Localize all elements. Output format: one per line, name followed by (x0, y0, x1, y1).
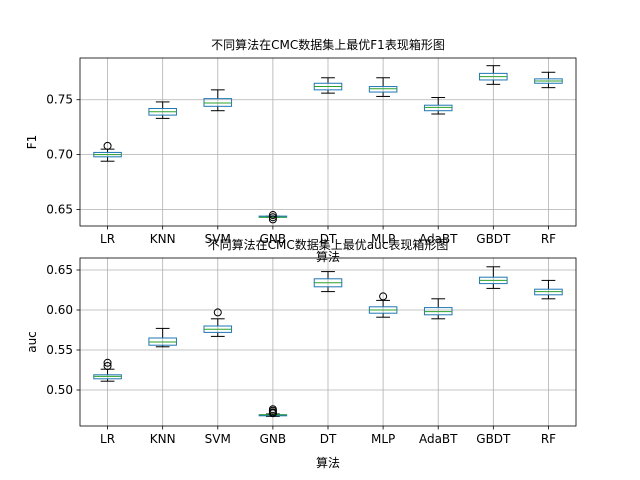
f1-box-knn (148, 101, 177, 119)
f1-x-axis-label: 算法 (316, 249, 340, 264)
auc-y-tick-label: 0.65 (46, 263, 73, 277)
auc-box-gnb (258, 405, 288, 418)
auc-flier-point (103, 358, 112, 367)
auc-box-knn (148, 327, 177, 348)
auc-flier-point (213, 308, 222, 317)
f1-box-gnb (258, 211, 288, 224)
auc-x-tick-label: DT (320, 432, 337, 446)
auc-boxplot-chart: LR KNN SVM GNB DT MLP AdaBT GBDT RF 0.50 0.55 0.60 0… (25, 237, 577, 470)
auc-flier-point (379, 292, 388, 301)
f1-box-gbdt (479, 65, 508, 85)
auc-x-tick-label: RF (541, 432, 556, 446)
f1-flier-point (268, 215, 277, 224)
auc-chart-title: 不同算法在CMC数据集上最优auc表现箱形图 (208, 237, 449, 252)
f1-y-tick-label: 0.75 (46, 93, 73, 107)
auc-box-lr (93, 358, 122, 382)
auc-box-rf (534, 279, 563, 300)
auc-x-axis-label: 算法 (316, 455, 340, 470)
f1-box-dt (313, 77, 343, 94)
auc-boxes (93, 266, 563, 418)
f1-x-tick-label: GBDT (476, 232, 511, 246)
f1-box-mlp (368, 77, 398, 97)
f1-boxes (93, 65, 563, 224)
f1-x-tick-label: RF (541, 232, 556, 246)
f1-box-rf (534, 71, 563, 89)
f1-box-lr (93, 141, 122, 162)
auc-x-tick-label: SVM (205, 432, 231, 446)
f1-y-tick-label: 0.70 (46, 148, 73, 162)
auc-box-dt (313, 271, 343, 293)
auc-box-gbdt (479, 266, 508, 289)
auc-flier-point (103, 362, 112, 370)
f1-x-tick-label: AdaBT (419, 232, 458, 246)
auc-x-tick-label: GBDT (476, 432, 511, 446)
f1-box-rect (203, 98, 233, 107)
f1-box-rect (368, 86, 398, 93)
f1-flier-point (268, 211, 277, 220)
f1-flier-point (268, 213, 277, 222)
f1-flier-point (103, 141, 112, 150)
auc-x-tick-label: AdaBT (419, 432, 458, 446)
auc-box-adabt (423, 298, 453, 320)
f1-box-adabt (423, 97, 453, 115)
f1-ticks: LR KNN SVM GNB DT MLP AdaBT GBDT RF 0.65 0.70 0.75 (46, 93, 556, 246)
auc-x-tick-label: KNN (150, 432, 176, 446)
f1-x-tick-label: DT (320, 232, 337, 246)
auc-y-tick-label: 0.60 (46, 303, 73, 317)
auc-x-tick-label: GNB (260, 432, 287, 446)
auc-y-axis-label: auc (25, 331, 39, 353)
f1-boxplot-chart: LR KNN SVM GNB DT MLP AdaBT GBDT RF0.650.700.75 … (25, 37, 577, 264)
f1-x-tick-label: SVM (205, 232, 231, 246)
f1-box-rect (423, 104, 453, 112)
auc-flier-point (268, 409, 277, 418)
auc-box-svm (203, 308, 233, 337)
f1-x-tick-label: MLP (371, 232, 395, 246)
auc-ticks: LR KNN SVM GNB DT MLP AdaBT GBDT RF 0.50 0.55 0.60 0… (46, 263, 556, 446)
f1-x-tick-label: GNB (260, 232, 287, 246)
f1-box-svm (203, 89, 233, 112)
auc-x-tick-label: MLP (371, 432, 395, 446)
f1-x-tick-label: KNN (150, 232, 176, 246)
auc-y-tick-label: 0.55 (46, 343, 73, 357)
f1-y-tick-label: 0.65 (46, 203, 73, 217)
f1-x-tick-label: LR (100, 232, 115, 246)
auc-y-tick-label: 0.50 (46, 383, 73, 397)
f1-chart-title: 不同算法在CMC数据集上最优F1表现箱形图 (211, 37, 445, 52)
auc-x-tick-label: LR (100, 432, 115, 446)
f1-y-axis-label: F1 (25, 135, 39, 150)
auc-box-mlp (368, 292, 398, 318)
